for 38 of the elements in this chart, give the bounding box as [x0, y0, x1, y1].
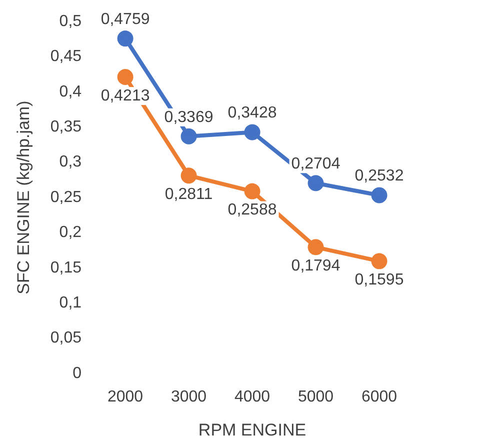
point [244, 183, 260, 200]
y-tick-label: 0,35 [50, 118, 82, 136]
y-axis-title: SFC ENGINE (kg/hp.jam) [14, 100, 33, 294]
point [117, 68, 134, 85]
y-tick-label: 0,45 [50, 48, 82, 66]
data-label: 0,1595 [354, 272, 404, 289]
data-label: 0,1794 [291, 258, 340, 275]
y-tick-label: 0,3 [59, 154, 82, 171]
x-tick-label: 5000 [298, 388, 334, 406]
data-label: 0,3369 [164, 108, 214, 126]
y-tick-label: 0,1 [59, 294, 82, 312]
y-tick-label: 0 [72, 364, 82, 382]
point [180, 128, 197, 144]
data-label: 0,4213 [100, 87, 150, 104]
x-tick-label: 3000 [170, 388, 207, 406]
data-label: 0,2532 [354, 168, 404, 185]
point [308, 239, 324, 256]
point [117, 30, 134, 47]
x-tick-label: 2000 [107, 388, 144, 406]
y-tick-label: 0,25 [50, 188, 82, 206]
point [180, 168, 197, 184]
y-tick-label: 0,4 [59, 83, 82, 100]
point [308, 175, 324, 192]
data-label: 0,2588 [228, 202, 277, 219]
point [371, 253, 388, 270]
x-tick-label: 4000 [234, 388, 270, 406]
data-label: 0,4759 [100, 10, 150, 28]
y-tick-label: 0,05 [50, 330, 82, 347]
point [371, 187, 388, 204]
point [244, 124, 260, 140]
y-tick-label: 0,5 [59, 13, 82, 30]
y-tick-label: 0,2 [59, 224, 82, 242]
data-label: 0,2811 [164, 186, 213, 204]
y-tick-label: 0,15 [50, 259, 82, 276]
x-axis-title: RPM ENGINE [198, 420, 306, 440]
data-label: 0,3428 [228, 104, 277, 122]
x-tick-label: 6000 [361, 388, 398, 406]
data-label: 0,2704 [291, 156, 340, 173]
